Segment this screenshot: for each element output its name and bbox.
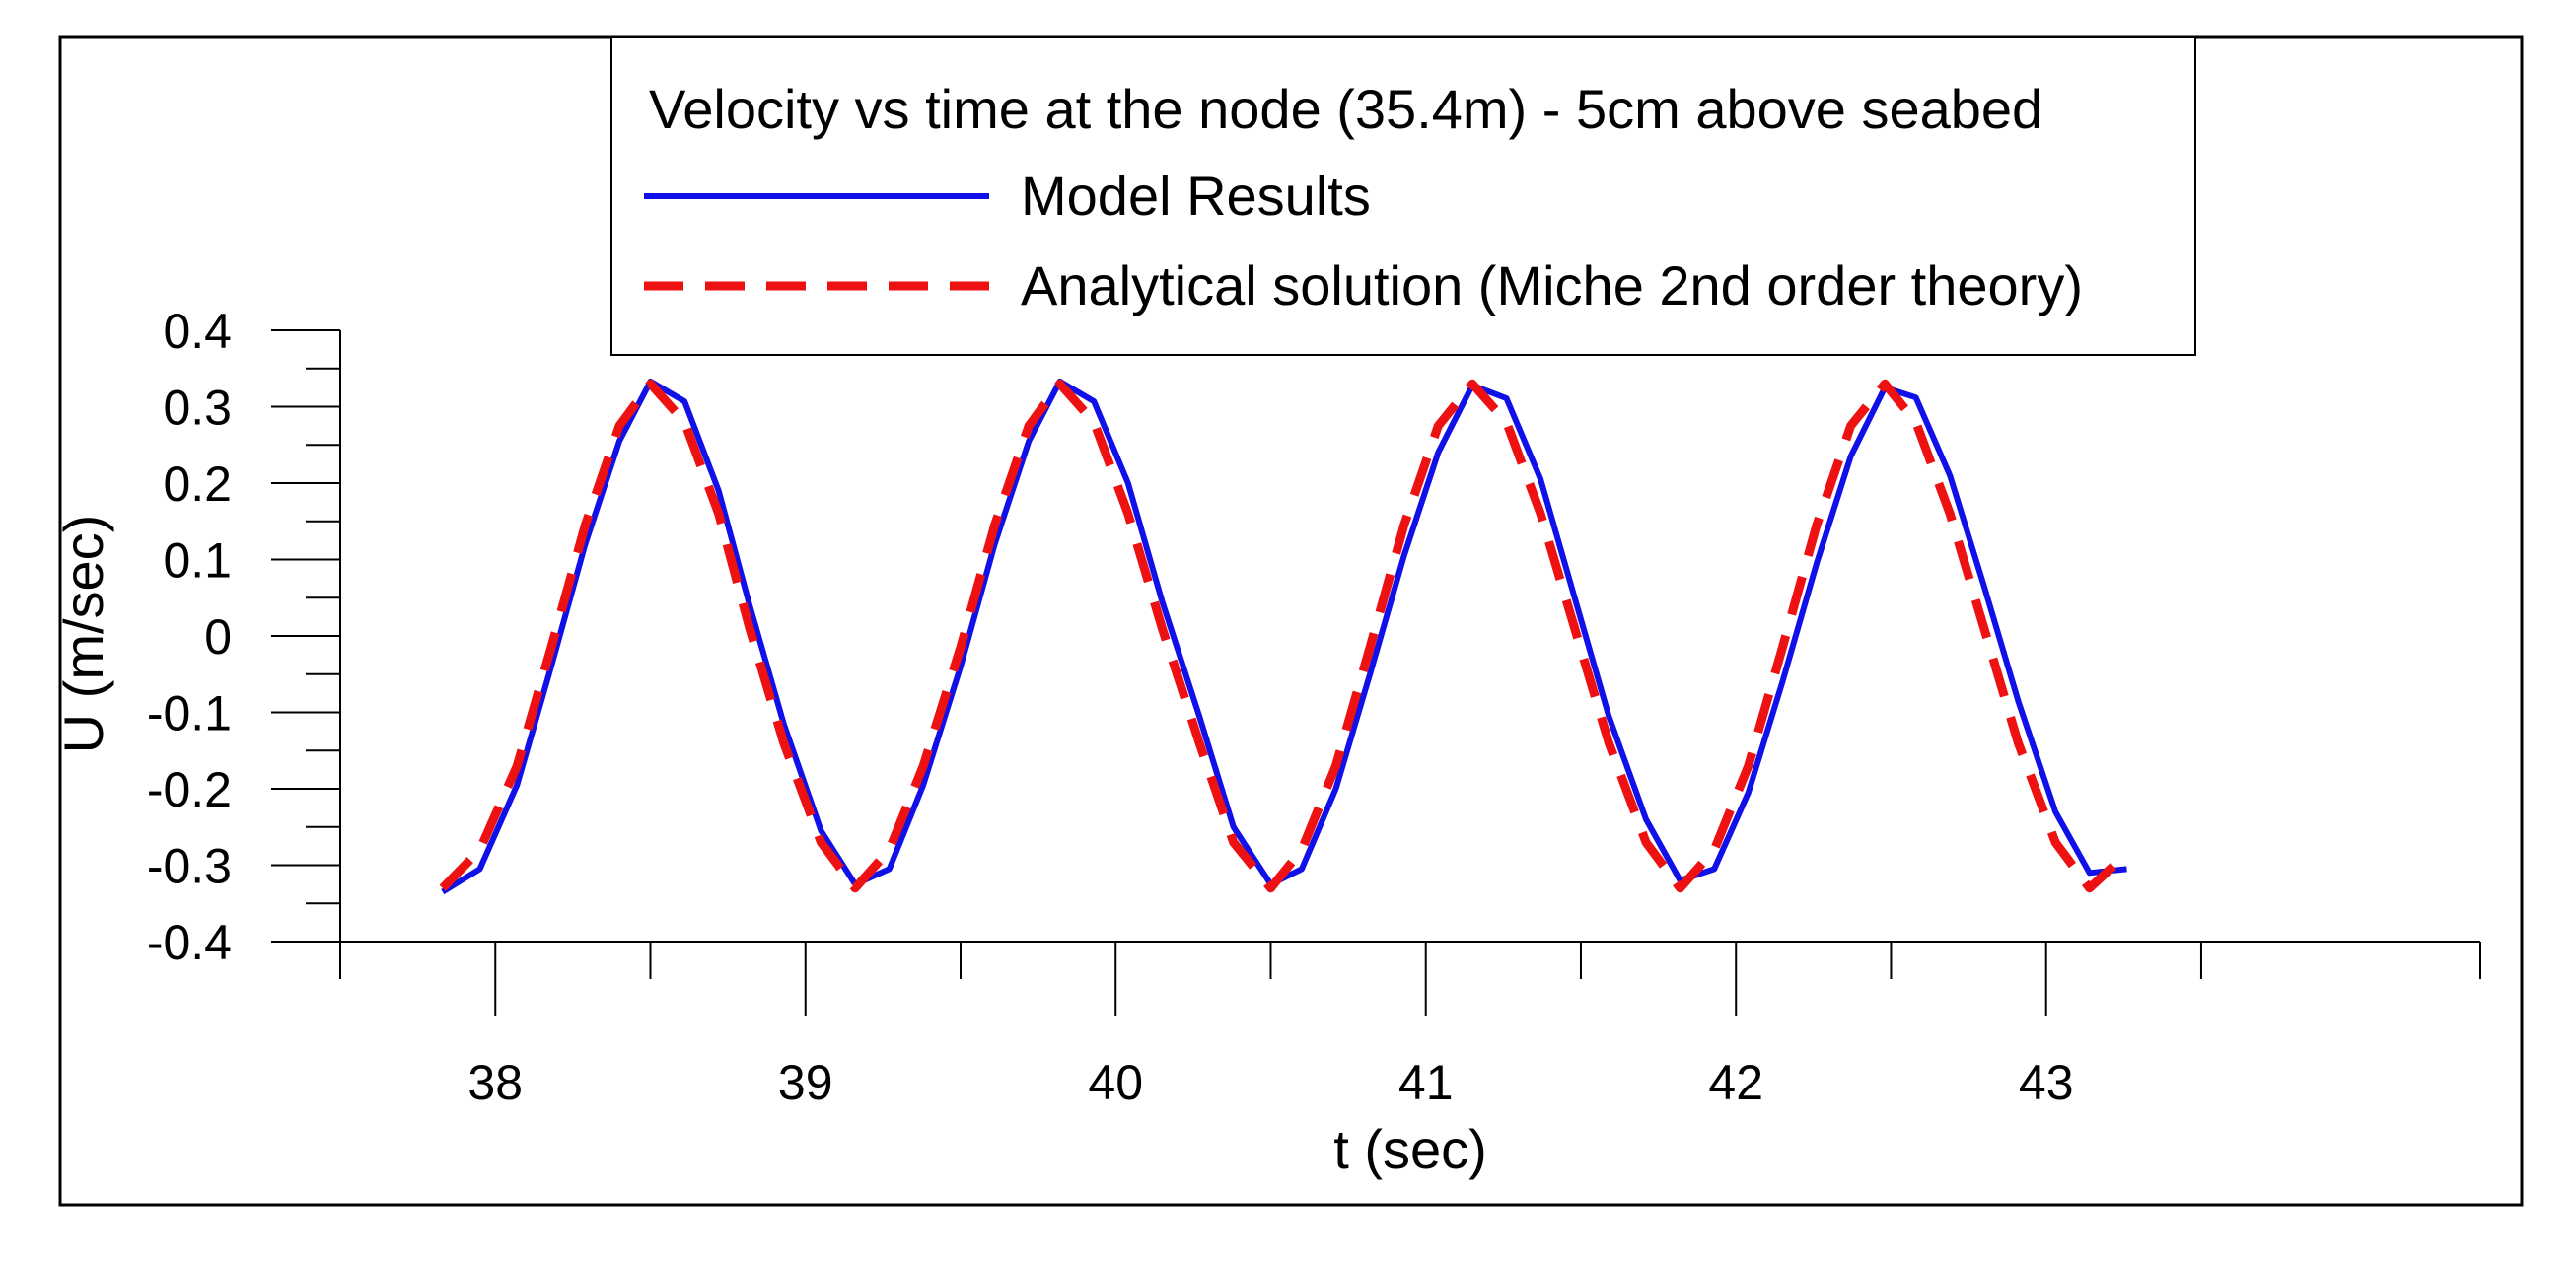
x-tick-label: 40 bbox=[1088, 1055, 1143, 1110]
x-tick-label: 41 bbox=[1398, 1055, 1454, 1110]
y-tick-label: -0.4 bbox=[147, 915, 232, 970]
legend-label-model-results: Model Results bbox=[1021, 165, 1371, 227]
series-line-analytical-solution bbox=[439, 379, 2130, 893]
x-tick-label: 39 bbox=[778, 1055, 833, 1110]
x-axis: 38 39 40 41 42 43 bbox=[339, 941, 2481, 1110]
y-tick-label: 0.3 bbox=[163, 381, 232, 436]
y-tick-label: -0.3 bbox=[147, 839, 232, 894]
x-tick-label: 38 bbox=[467, 1055, 523, 1110]
y-tick-label: -0.2 bbox=[147, 762, 232, 817]
y-axis: 0.4 0.3 0.2 0.1 0 -0.1 -0.2 -0.3 -0.4 bbox=[147, 304, 341, 970]
y-tick-label: 0.1 bbox=[163, 533, 232, 589]
x-axis-label: t (sec) bbox=[1333, 1118, 1487, 1180]
legend-label-analytical-solution: Analytical solution (Miche 2nd order the… bbox=[1021, 254, 2083, 316]
y-tick-label: 0.2 bbox=[163, 456, 232, 512]
y-axis-label: U (m/sec) bbox=[52, 515, 114, 754]
legend: Velocity vs time at the node (35.4m) - 5… bbox=[610, 36, 2196, 356]
x-tick-label: 42 bbox=[1708, 1055, 1763, 1110]
chart-title: Velocity vs time at the node (35.4m) - 5… bbox=[649, 78, 2042, 140]
x-tick-label: 43 bbox=[2019, 1055, 2074, 1110]
series-line-model-results bbox=[441, 378, 2127, 895]
series-layer bbox=[439, 378, 2130, 895]
y-tick-label: -0.1 bbox=[147, 686, 232, 741]
y-tick-label: 0.4 bbox=[163, 304, 232, 359]
y-tick-label: 0 bbox=[204, 609, 232, 665]
